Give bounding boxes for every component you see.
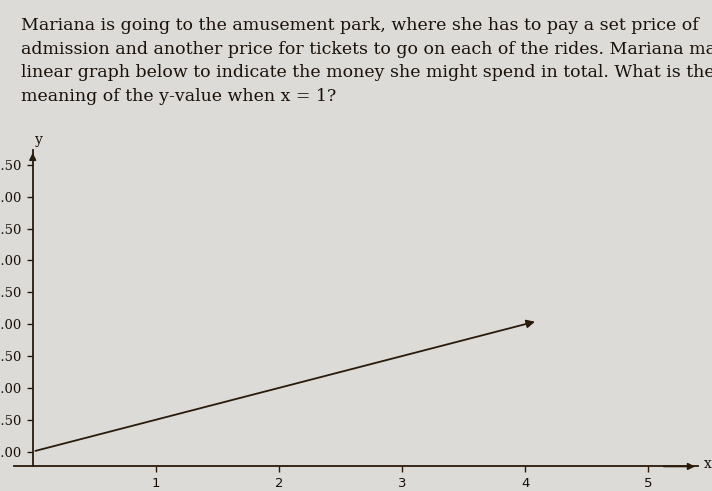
Text: Mariana is going to the amusement park, where she has to pay a set price of
admi: Mariana is going to the amusement park, … [21, 17, 712, 105]
Text: x: x [704, 457, 712, 471]
Text: y: y [35, 133, 43, 147]
